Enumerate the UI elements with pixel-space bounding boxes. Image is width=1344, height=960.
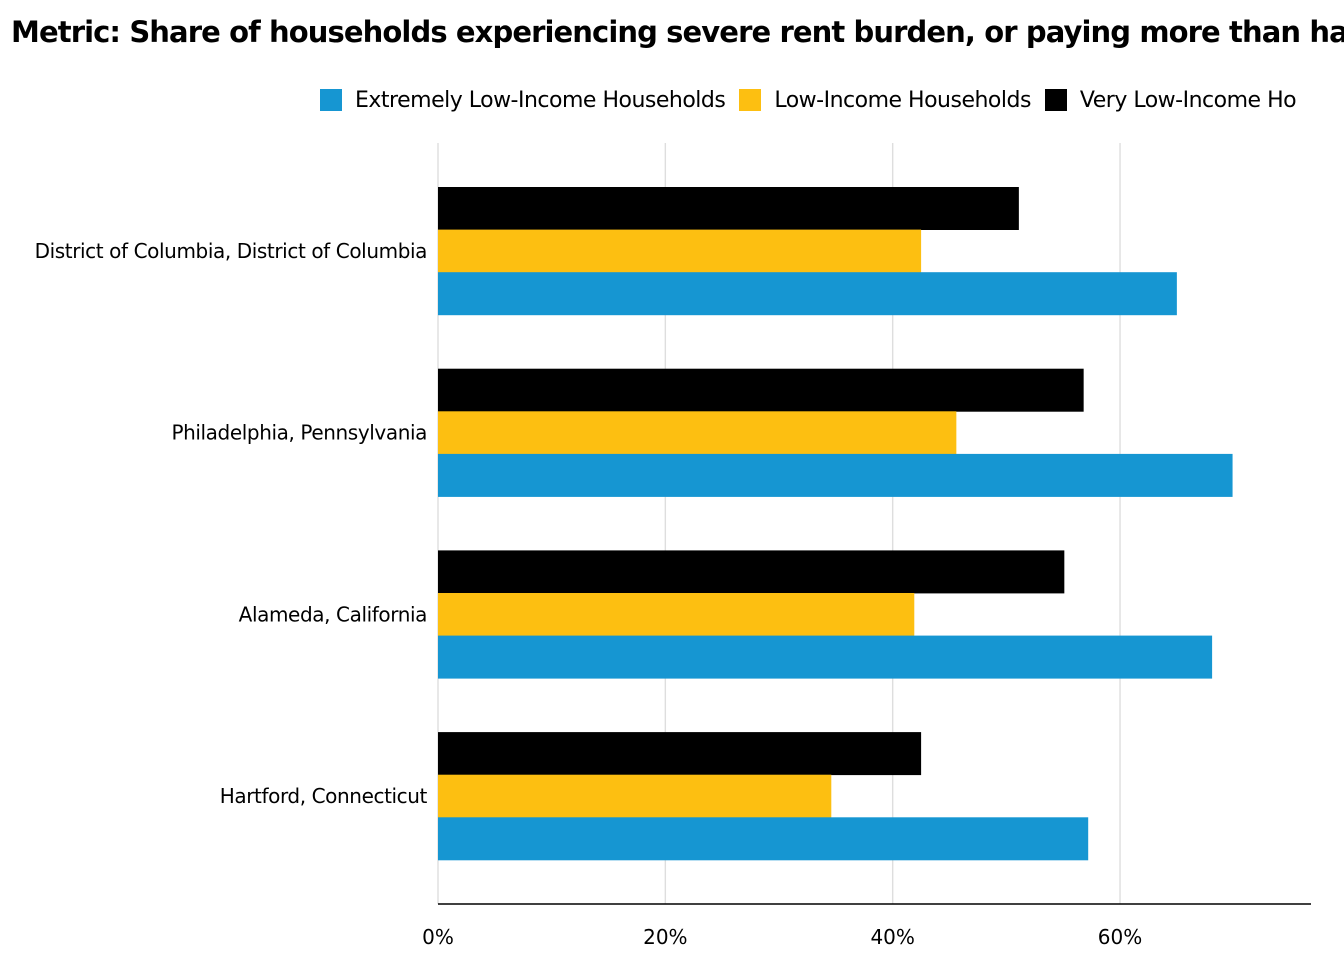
legend-swatch-extremely-low-income bbox=[320, 89, 342, 111]
legend-label-extremely-low-income: Extremely Low-Income Households bbox=[355, 87, 726, 113]
category-label: Alameda, California bbox=[239, 602, 427, 626]
bar-1-series-2 bbox=[438, 453, 1233, 497]
x-tick-label: 60% bbox=[1098, 925, 1142, 949]
bar-1-series-1 bbox=[438, 411, 957, 455]
bar-3-series-0 bbox=[438, 732, 922, 776]
legend-swatch-very-low-income bbox=[1044, 89, 1067, 111]
x-tick-label: 20% bbox=[643, 925, 687, 949]
bar-0-series-0 bbox=[438, 187, 1019, 230]
bars bbox=[438, 187, 1233, 861]
x-tick-label: 0% bbox=[422, 925, 454, 949]
legend-label-very-low-income: Very Low-Income Ho bbox=[1079, 87, 1297, 113]
legend-item-low-income: Low-Income Households bbox=[739, 88, 1031, 113]
bar-0-series-1 bbox=[438, 229, 922, 273]
bar-0-series-2 bbox=[438, 272, 1177, 316]
legend-swatch-low-income bbox=[739, 89, 762, 111]
bar-1-series-0 bbox=[438, 368, 1084, 412]
category-label: Philadelphia, Pennsylvania bbox=[171, 421, 427, 445]
x-tick-label: 40% bbox=[870, 925, 914, 949]
legend-label-low-income: Low-Income Households bbox=[774, 87, 1031, 113]
bar-3-series-1 bbox=[438, 774, 832, 818]
bar-2-series-1 bbox=[438, 593, 915, 636]
chart-legend: Extremely Low-Income Households Low-Inco… bbox=[320, 84, 1344, 116]
x-axis: 0% 20% 40% 60% bbox=[422, 903, 1311, 949]
category-label: District of Columbia, District of Columb… bbox=[35, 239, 427, 263]
bar-2-series-2 bbox=[438, 635, 1213, 679]
bar-3-series-2 bbox=[438, 817, 1089, 861]
category-labels: District of Columbia, District of Columb… bbox=[35, 239, 428, 808]
category-label: Hartford, Connecticut bbox=[220, 784, 428, 808]
legend-item-very-low-income: Very Low-Income Ho bbox=[1044, 87, 1297, 113]
legend-item-extremely-low-income: Extremely Low-Income Households bbox=[320, 87, 726, 113]
chart-title: Metric: Share of households experiencing… bbox=[11, 15, 1344, 49]
bar-2-series-0 bbox=[438, 550, 1065, 594]
